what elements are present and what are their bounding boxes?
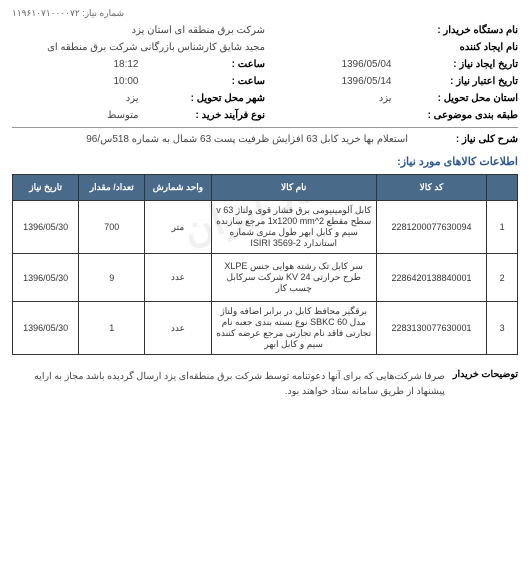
delivery-province-label: استان محل تحویل : xyxy=(438,93,518,104)
cell-date: 1396/05/30 xyxy=(13,302,79,355)
cell-idx: 2 xyxy=(487,254,518,302)
section-title: اطلاعات کالاهای مورد نیاز: xyxy=(12,155,518,168)
desc-value: استعلام بها خرید کابل 63 افزایش ظرفیت پس… xyxy=(86,134,408,145)
expire-date-label: تاریخ اعتبار نیاز : xyxy=(450,76,518,87)
desc-label: شرح کلی نیاز : xyxy=(456,134,518,145)
cell-code: 2283130077630001 xyxy=(376,302,486,355)
delivery-city-value: یزد xyxy=(126,93,139,104)
buyer-org-label: نام دستگاه خریدار : xyxy=(437,25,518,36)
expire-time-label: ساعت : xyxy=(232,76,265,87)
cell-idx: 3 xyxy=(487,302,518,355)
cell-idx: 1 xyxy=(487,201,518,254)
th-unit: واحد شمارش xyxy=(145,175,211,201)
delivery-city-label: شهر محل تحویل : xyxy=(191,93,265,104)
creator-value: مجید شایق کارشناس بازرگانی شرکت برق منطق… xyxy=(47,42,265,53)
table-row: 32283130077630001برقگیر محافظ کابل در بر… xyxy=(13,302,518,355)
create-date-label: تاریخ ایجاد نیاز : xyxy=(453,59,518,70)
create-time-value: 18:12 xyxy=(113,59,138,70)
cell-unit: متر xyxy=(145,201,211,254)
request-number-bar: شماره نیاز: ۱۱۹۶۱۰۷۱۰۰۰۰۷۲ xyxy=(12,8,518,19)
cell-name: برقگیر محافظ کابل در برابر اضافه ولتاژ م… xyxy=(211,302,376,355)
notes-text: صرفا شرکت‌هایی که برای آنها دعوتنامه توس… xyxy=(12,369,445,399)
delivery-province-value: یزد xyxy=(379,93,392,104)
cell-date: 1396/05/30 xyxy=(13,201,79,254)
notes-label: توضیحات خریدار xyxy=(453,369,518,399)
cell-qty: 9 xyxy=(79,254,145,302)
table-header-row: کد کالا نام کالا واحد شمارش تعداد/ مقدار… xyxy=(13,175,518,201)
category-label: طبقه بندی موضوعی : xyxy=(428,110,518,121)
th-index xyxy=(487,175,518,201)
buyer-org-value: شرکت برق منطقه ای استان یزد xyxy=(132,25,265,36)
cell-unit: عدد xyxy=(145,254,211,302)
th-name: نام کالا xyxy=(211,175,376,201)
items-table: کد کالا نام کالا واحد شمارش تعداد/ مقدار… xyxy=(12,174,518,355)
creator-label: نام ایجاد کننده xyxy=(460,42,518,53)
th-code: کد کالا xyxy=(376,175,486,201)
cell-qty: 1 xyxy=(79,302,145,355)
process-label: نوع فرآیند خرید : xyxy=(196,110,265,121)
create-time-label: ساعت : xyxy=(232,59,265,70)
expire-time-value: 10:00 xyxy=(113,76,138,87)
cell-code: 2281200077630094 xyxy=(376,201,486,254)
cell-name: سر کابل تک رشته هوایی جنس XLPE طرح حرارت… xyxy=(211,254,376,302)
cell-name: کابل آلومینیومی برق فشار قوی ولتاژ v 63 … xyxy=(211,201,376,254)
req-number-value: ۱۱۹۶۱۰۷۱۰۰۰۰۷۲ xyxy=(12,8,80,18)
cell-date: 1396/05/30 xyxy=(13,254,79,302)
th-date: تاریخ نیاز xyxy=(13,175,79,201)
cell-unit: عدد xyxy=(145,302,211,355)
create-date-value: 1396/05/04 xyxy=(341,59,391,70)
cell-code: 2286420138840001 xyxy=(376,254,486,302)
divider xyxy=(12,127,518,128)
cell-qty: 700 xyxy=(79,201,145,254)
process-value: متوسط xyxy=(107,110,138,121)
table-row: 12281200077630094کابل آلومینیومی برق فشا… xyxy=(13,201,518,254)
th-qty: تعداد/ مقدار xyxy=(79,175,145,201)
table-row: 22286420138840001سر کابل تک رشته هوایی ج… xyxy=(13,254,518,302)
expire-date-value: 1396/05/14 xyxy=(341,76,391,87)
req-number-label: شماره نیاز: xyxy=(82,8,124,18)
